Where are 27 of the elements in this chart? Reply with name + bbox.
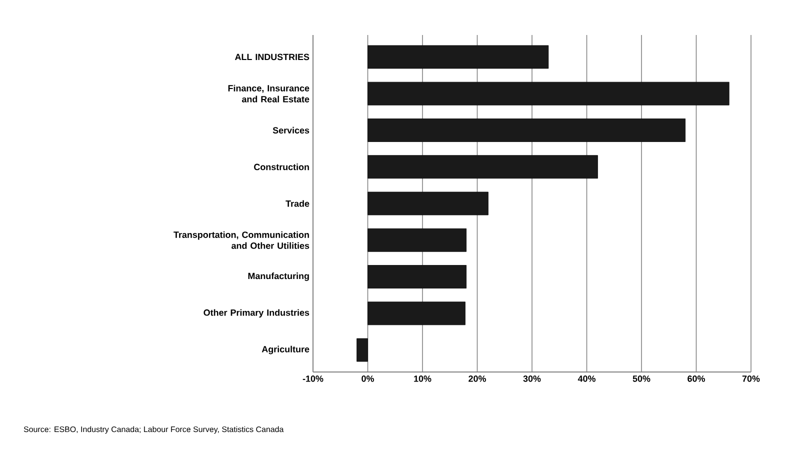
y-tick-label: Services (272, 126, 310, 134)
y-tick-label: Agriculture (262, 346, 310, 354)
bar (368, 265, 467, 288)
bar (368, 192, 488, 216)
y-tick-label: Manufacturing (248, 272, 309, 281)
x-tick-label: 30% (523, 376, 541, 382)
y-tick-label: Construction (254, 164, 309, 170)
bar (368, 118, 686, 142)
x-tick-label: 40% (578, 376, 596, 382)
y-tick-label: Other Primary Industries (204, 309, 310, 318)
x-tick-label: -10% (302, 376, 324, 382)
x-tick-label: 20% (468, 376, 486, 382)
bar (368, 302, 466, 326)
bar (368, 155, 598, 179)
y-tick-label: Finance, Insurance and Real Estate (228, 84, 310, 102)
x-tick-label: 0% (362, 376, 374, 382)
x-tick-label: 50% (632, 376, 650, 382)
bar (368, 82, 730, 106)
y-tick-label: ALL INDUSTRIES (234, 54, 310, 60)
bar (356, 338, 368, 362)
x-tick-label: 70% (742, 376, 760, 382)
bar (368, 228, 467, 252)
x-tick-label: 10% (414, 376, 432, 382)
bar (368, 45, 549, 69)
y-tick-label: Trade (286, 200, 310, 207)
y-tick-label: Transportation, Communication and Other Utilities (174, 231, 310, 249)
x-tick-label: 60% (688, 376, 705, 382)
